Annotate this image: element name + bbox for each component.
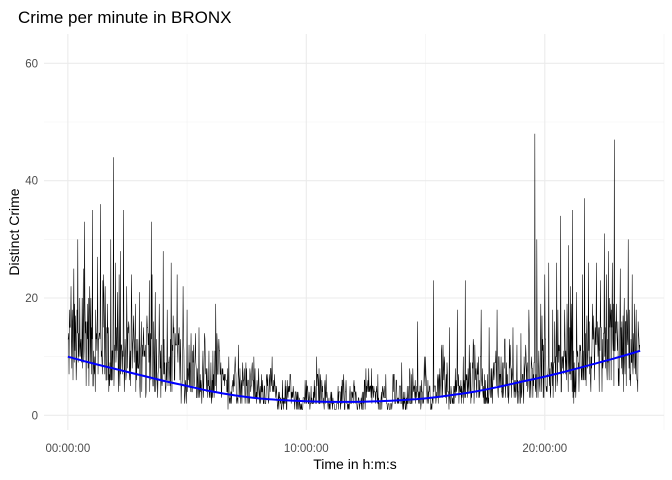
crime-count-series-line [67,133,641,410]
smoothed-trend-line [67,349,641,403]
y-tick-label: 0 [32,410,38,422]
series-layer [67,133,641,410]
grid-lines [44,34,665,430]
y-tick-label: 40 [25,176,38,188]
x-tick-label: 10:00:00 [284,443,329,455]
x-tick-label: 00:00:00 [45,443,90,455]
chart-title: Crime per minute in BRONX [18,8,232,27]
y-tick-label: 60 [25,58,38,70]
y-tick-label: 20 [25,293,38,305]
tick-labels: 0 20 40 60 00:00:00 10:00:00 20:00:00 [25,58,567,455]
x-tick-label: 20:00:00 [522,443,567,455]
x-axis-title: Time in h:m:s [313,456,397,472]
y-axis-title: Distinct Crime [6,188,22,275]
